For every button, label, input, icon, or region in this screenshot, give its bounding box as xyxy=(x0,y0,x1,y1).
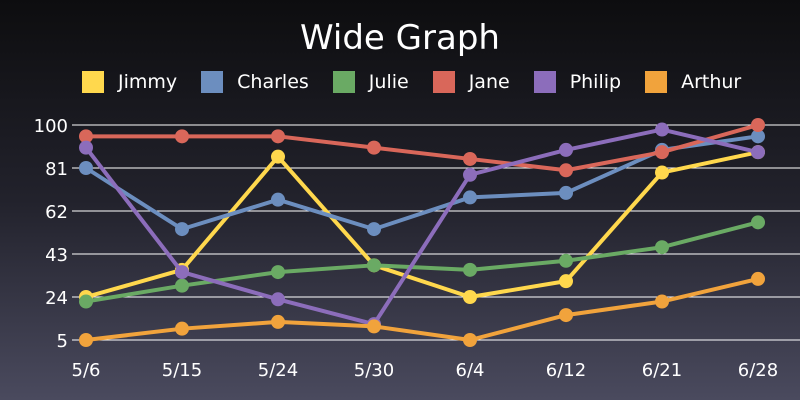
x-tick-label: 6/12 xyxy=(546,360,586,381)
series-julie xyxy=(79,215,765,309)
data-point xyxy=(79,140,93,155)
x-tick-label: 5/6 xyxy=(72,360,101,381)
legend-label: Jimmy xyxy=(118,71,178,93)
series-line xyxy=(84,220,760,304)
legend-item-philip: Philip xyxy=(533,71,622,93)
legend: Jimmy Charles Julie Jane Philip Arthur xyxy=(82,70,765,94)
legend-swatch xyxy=(82,71,104,93)
data-point xyxy=(175,278,189,293)
data-point xyxy=(463,262,477,277)
data-point xyxy=(655,145,669,160)
y-tick-label: 43 xyxy=(45,245,68,266)
data-point xyxy=(559,163,573,178)
x-tick-label: 5/30 xyxy=(354,360,394,381)
x-tick-label: 6/28 xyxy=(738,360,778,381)
x-tick-label: 6/4 xyxy=(456,360,485,381)
series-arthur xyxy=(79,271,765,347)
legend-swatch xyxy=(645,71,668,93)
data-point xyxy=(463,290,477,304)
legend-item-arthur: Arthur xyxy=(645,71,741,93)
data-point xyxy=(367,140,381,155)
data-point xyxy=(79,294,93,309)
data-point xyxy=(175,265,189,280)
y-tick-label: 5 xyxy=(57,331,68,352)
series-jane xyxy=(79,118,765,178)
data-point xyxy=(559,142,573,157)
data-point xyxy=(367,222,381,237)
data-point xyxy=(271,292,285,307)
data-point xyxy=(271,265,285,280)
data-point xyxy=(751,215,765,230)
legend-label: Arthur xyxy=(681,71,742,93)
data-point xyxy=(655,165,669,180)
x-tick-label: 5/15 xyxy=(162,360,202,381)
data-point xyxy=(175,222,189,237)
legend-label: Jane xyxy=(468,71,510,93)
data-point xyxy=(271,314,285,329)
data-point xyxy=(79,333,93,347)
y-tick-label: 100 xyxy=(34,116,68,137)
legend-swatch xyxy=(201,71,224,93)
data-point xyxy=(463,190,477,205)
x-tick-label: 5/24 xyxy=(258,360,298,381)
series-line xyxy=(84,276,760,342)
data-point xyxy=(175,129,189,144)
legend-item-jimmy: Jimmy xyxy=(82,71,177,93)
y-tick-label: 62 xyxy=(45,202,68,223)
data-point xyxy=(271,192,285,207)
data-point xyxy=(271,149,285,164)
legend-swatch xyxy=(332,71,355,93)
data-point xyxy=(559,185,573,200)
legend-label: Julie xyxy=(368,71,409,93)
series-line xyxy=(84,150,760,299)
data-point xyxy=(79,161,93,175)
data-point xyxy=(655,240,669,255)
data-point xyxy=(463,151,477,166)
data-point xyxy=(271,129,285,144)
data-point xyxy=(655,122,669,137)
data-point xyxy=(175,321,189,336)
legend-item-julie: Julie xyxy=(332,71,409,93)
legend-item-jane: Jane xyxy=(432,71,510,93)
y-tick-label: 24 xyxy=(45,288,68,309)
series-line xyxy=(84,127,760,327)
data-point xyxy=(559,274,573,289)
data-point xyxy=(751,145,765,160)
legend-label: Philip xyxy=(569,71,622,93)
data-point xyxy=(79,129,93,144)
legend-label: Charles xyxy=(237,71,309,93)
chart-title: Wide Graph xyxy=(300,18,500,58)
legend-item-charles: Charles xyxy=(201,71,309,93)
data-point xyxy=(463,333,477,347)
data-point xyxy=(655,294,669,309)
data-point xyxy=(751,129,765,144)
data-point xyxy=(463,167,477,182)
series-line xyxy=(84,123,760,173)
data-point xyxy=(751,118,765,132)
legend-swatch xyxy=(533,71,556,93)
y-tick-label: 81 xyxy=(45,159,68,180)
x-tick-label: 6/21 xyxy=(642,360,682,381)
legend-swatch xyxy=(432,71,455,93)
data-point xyxy=(367,258,381,273)
data-point xyxy=(559,308,573,323)
data-point xyxy=(367,319,381,334)
data-point xyxy=(751,271,765,286)
data-point xyxy=(559,253,573,268)
